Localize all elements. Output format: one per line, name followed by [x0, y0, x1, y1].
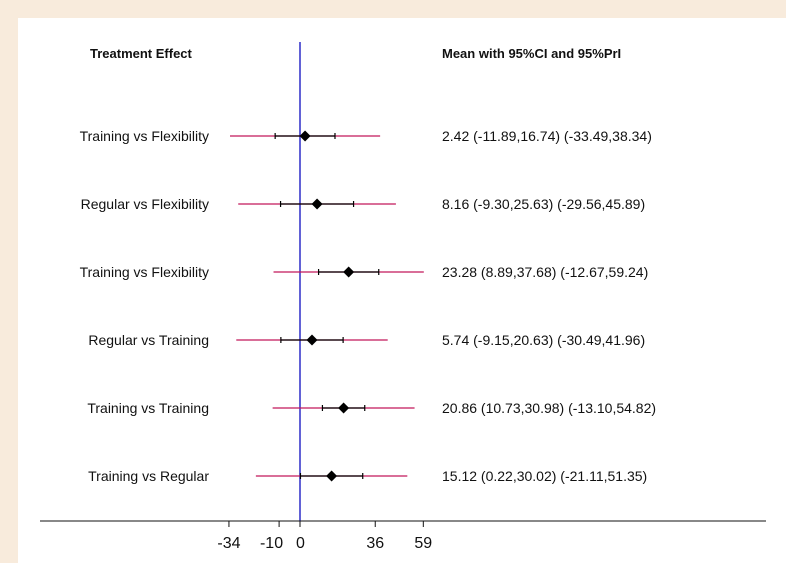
forest-plot: Treatment Effect Mean with 95%CI and 95%… [40, 42, 766, 552]
row-label: Training vs Flexibility [80, 264, 209, 280]
mean-point-marker [299, 130, 311, 142]
row-stat-text: 23.28 (8.89,37.68) (-12.67,59.24) [442, 264, 648, 280]
row-label: Training vs Training [87, 400, 209, 416]
header-mean-ci-pri: Mean with 95%CI and 95%PrI [442, 46, 621, 61]
forest-row: Regular vs Flexibility 8.16 (-9.30,25.63)… [81, 196, 646, 212]
x-tick-label: -10 [260, 535, 283, 552]
mean-point-marker [343, 266, 355, 278]
plot-layer: Training vs Flexibility 2.42 (-11.89,16.7… [40, 42, 766, 552]
mean-point-marker [311, 198, 323, 210]
mean-point-marker [306, 334, 318, 346]
forest-row: Training vs Training 20.86 (10.73,30.98) … [87, 400, 656, 416]
row-stat-text: 15.12 (0.22,30.02) (-21.11,51.35) [442, 468, 647, 484]
forest-row: Training vs Flexibility 23.28 (8.89,37.68… [80, 264, 649, 280]
header-treatment-effect: Treatment Effect [90, 46, 193, 61]
x-tick-label: 59 [414, 535, 432, 552]
mean-point-marker [326, 470, 338, 482]
row-label: Regular vs Flexibility [81, 196, 209, 212]
plot-panel: Treatment Effect Mean with 95%CI and 95%… [18, 18, 786, 563]
x-tick-label: -34 [217, 535, 240, 552]
mean-point-marker [338, 402, 350, 414]
row-label: Regular vs Training [88, 332, 209, 348]
x-tick-label: 0 [296, 535, 305, 552]
row-stat-text: 2.42 (-11.89,16.74) (-33.49,38.34) [442, 128, 652, 144]
row-stat-text: 20.86 (10.73,30.98) (-13.10,54.82) [442, 400, 656, 416]
row-label: Training vs Regular [88, 468, 209, 484]
row-stat-text: 8.16 (-9.30,25.63) (-29.56,45.89) [442, 196, 645, 212]
row-stat-text: 5.74 (-9.15,20.63) (-30.49,41.96) [442, 332, 645, 348]
forest-row: Training vs Regular 15.12 (0.22,30.02) (-… [88, 468, 647, 484]
x-tick-label: 36 [366, 535, 384, 552]
forest-row: Training vs Flexibility 2.42 (-11.89,16.7… [80, 128, 652, 144]
forest-row: Regular vs Training 5.74 (-9.15,20.63) (-… [88, 332, 645, 348]
row-label: Training vs Flexibility [80, 128, 209, 144]
